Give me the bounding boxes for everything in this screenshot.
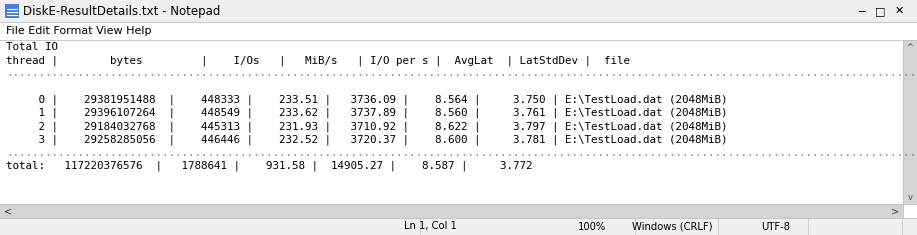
Text: ................................................................................: ........................................…: [6, 148, 917, 158]
Text: UTF-8: UTF-8: [761, 222, 790, 231]
Text: ─: ─: [857, 6, 865, 16]
Text: DiskE-ResultDetails.txt - Notepad: DiskE-ResultDetails.txt - Notepad: [23, 4, 220, 17]
Text: File Edit Format View Help: File Edit Format View Help: [6, 26, 151, 36]
Bar: [5, 4, 19, 18]
Text: total:   117220376576  |   1788641 |    931.58 |  14905.27 |    8.587 |     3.77: total: 117220376576 | 1788641 | 931.58 |…: [6, 161, 533, 171]
Text: ^: ^: [907, 43, 913, 51]
Bar: [0, 0, 917, 22]
Text: ................................................................................: ........................................…: [6, 68, 917, 78]
Text: v: v: [908, 192, 912, 201]
Text: 0 |    29381951488  |    448333 |    233.51 |   3736.09 |    8.564 |     3.750 |: 0 | 29381951488 | 448333 | 233.51 | 3736…: [6, 95, 727, 105]
Bar: [0, 22, 917, 40]
Text: Total IO: Total IO: [6, 42, 58, 52]
Text: ✕: ✕: [894, 6, 903, 16]
Text: □: □: [875, 6, 885, 16]
Text: thread |        bytes         |    I/Os   |   MiB/s   | I/O per s |  AvgLat  | L: thread | bytes | I/Os | MiB/s | I/O per …: [6, 55, 630, 66]
Bar: [0, 218, 917, 235]
Text: Windows (CRLF): Windows (CRLF): [632, 222, 713, 231]
Bar: [0, 204, 903, 218]
Text: <: <: [4, 206, 12, 216]
Text: 100%: 100%: [578, 222, 606, 231]
Text: 1 |    29396107264  |    448549 |    233.62 |   3737.89 |    8.560 |     3.761 |: 1 | 29396107264 | 448549 | 233.62 | 3737…: [6, 108, 727, 118]
Text: Ln 1, Col 1: Ln 1, Col 1: [403, 222, 457, 231]
Text: 3 |    29258285056  |    446446 |    232.52 |   3720.37 |    8.600 |     3.781 |: 3 | 29258285056 | 446446 | 232.52 | 3720…: [6, 134, 727, 145]
Text: >: >: [891, 206, 899, 216]
Bar: [903, 40, 917, 204]
Text: 2 |    29184032768  |    445313 |    231.93 |   3710.92 |    8.622 |     3.797 |: 2 | 29184032768 | 445313 | 231.93 | 3710…: [6, 121, 727, 132]
